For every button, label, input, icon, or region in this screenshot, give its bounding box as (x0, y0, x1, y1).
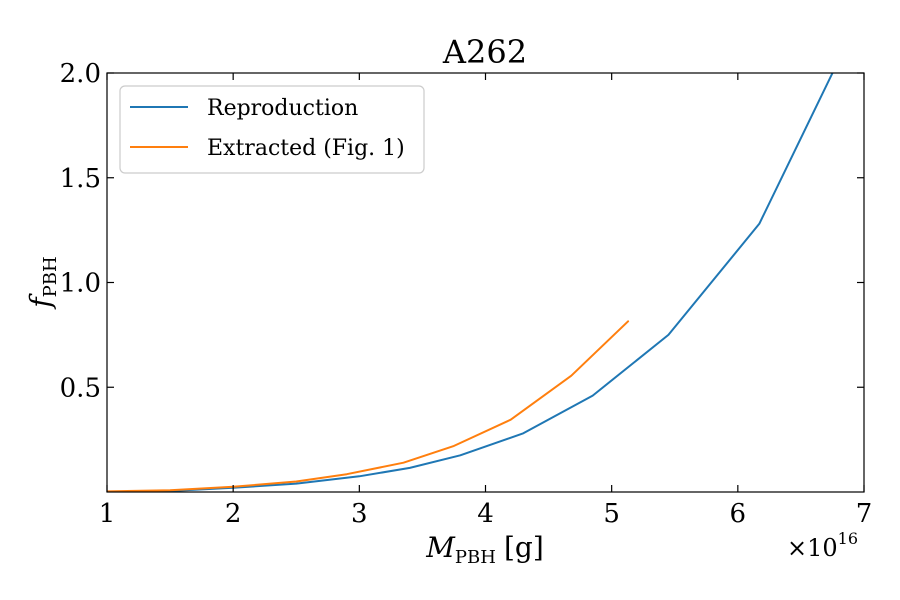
x-axis-multiplier-prefix: ×10 (787, 534, 838, 562)
x-tick-label: 2 (225, 499, 242, 529)
y-tick-label: 2.0 (60, 59, 101, 89)
x-axis-label-main: M (425, 531, 456, 564)
x-tick-label: 4 (477, 499, 494, 529)
y-tick-label: 1.5 (60, 164, 101, 194)
x-tick-label: 6 (730, 499, 747, 529)
legend-items: Reproduction Extracted (Fig. 1) (130, 96, 405, 161)
x-axis-label-unit: [g] (504, 531, 544, 564)
x-tick-label: 1 (99, 499, 116, 529)
x-axis-multiplier: ×1016 (787, 529, 858, 562)
y-axis-ticks: 0.5 1.0 1.5 2.0 (60, 59, 864, 403)
legend-label-1: Reproduction (207, 96, 358, 121)
x-axis-ticks: 1 2 3 4 5 6 7 (99, 73, 873, 529)
x-axis-label-sub: PBH (455, 547, 496, 568)
x-tick-label: 5 (603, 499, 620, 529)
legend-label-2: Extracted (Fig. 1) (207, 136, 405, 161)
legend: Reproduction Extracted (Fig. 1) (119, 85, 425, 174)
y-tick-label: 1.0 (60, 269, 101, 299)
series-layer (107, 73, 834, 492)
y-tick-label: 0.5 (60, 373, 101, 403)
x-tick-label: 3 (351, 499, 368, 529)
x-axis-multiplier-exponent: 16 (838, 529, 858, 548)
chart-title: A262 (442, 33, 527, 71)
y-axis-label-sub: PBH (40, 256, 61, 297)
x-axis-label: MPBH [g] (425, 531, 544, 568)
series-line-2 (107, 320, 630, 492)
x-tick-label: 7 (856, 499, 873, 529)
legend-box (119, 85, 425, 174)
